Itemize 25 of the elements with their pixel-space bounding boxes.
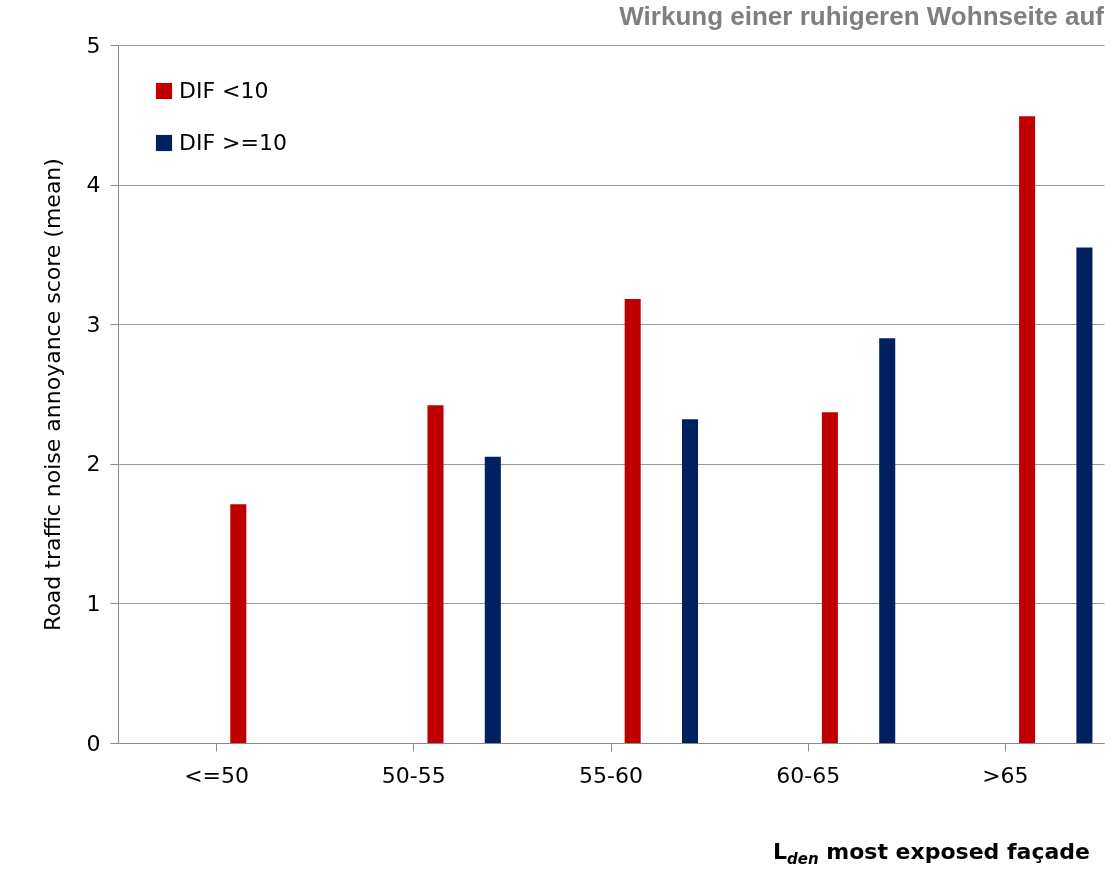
x-tick-label: 55-60 (579, 762, 643, 788)
y-tick-label: 0 (86, 730, 101, 756)
bar (879, 338, 896, 743)
bar (1076, 247, 1093, 743)
x-tick-label: 50-55 (381, 762, 446, 788)
y-axis-title: Road traffic noise annoyance score (mean) (39, 158, 65, 631)
chart-title: Wirkung einer ruhigeren Wohnseite auf (619, 1, 1105, 31)
legend-label: DIF >=10 (179, 130, 287, 155)
y-tick-label: 4 (86, 172, 101, 198)
bar (1019, 116, 1036, 743)
y-tick-label: 3 (86, 311, 101, 337)
bar (484, 456, 501, 743)
bar (821, 412, 838, 743)
bar (427, 405, 444, 743)
x-tick-label: 60-65 (776, 762, 841, 788)
x-tick-label: >65 (982, 762, 1029, 788)
y-tick-label: 1 (86, 590, 101, 616)
bar (681, 419, 699, 743)
bar (624, 299, 641, 743)
bar (230, 504, 247, 743)
legend-label: DIF <10 (179, 78, 269, 103)
x-tick-label: <=50 (184, 762, 250, 788)
y-tick-label: 5 (86, 32, 101, 58)
x-axis-title: L$_{den}$ most exposed façade (773, 838, 1090, 868)
y-tick-label: 2 (86, 451, 101, 477)
